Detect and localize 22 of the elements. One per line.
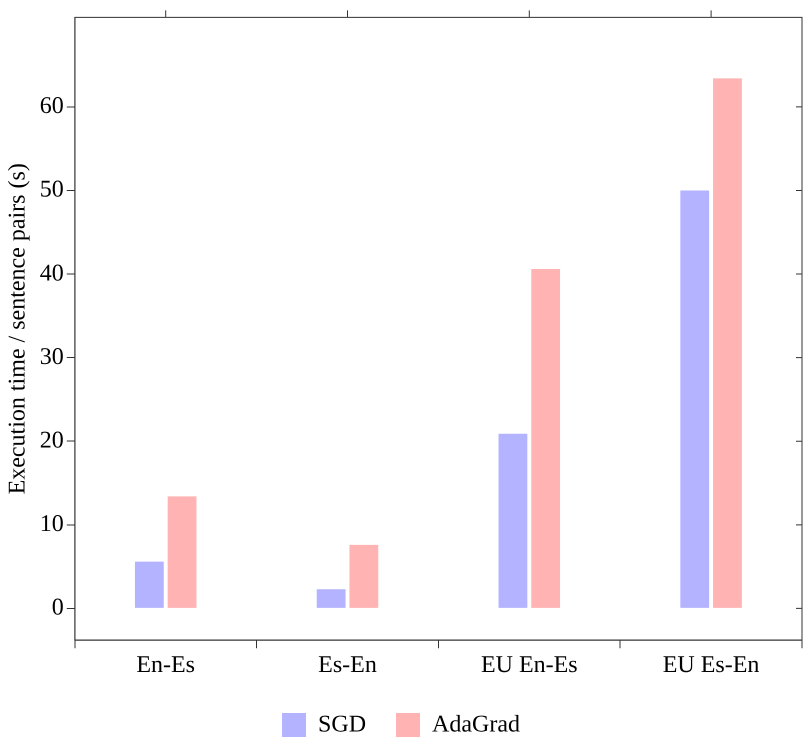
bar	[680, 190, 710, 608]
x-tick-label: En-Es	[136, 652, 196, 678]
legend-label: SGD	[318, 711, 366, 738]
legend-label: AdaGrad	[432, 711, 520, 738]
y-tick-label: 0	[52, 594, 64, 621]
bar	[498, 434, 528, 608]
y-tick-label: 20	[40, 428, 64, 454]
y-tick-label: 30	[40, 344, 64, 370]
x-tick-label: Es-En	[318, 652, 377, 678]
bar	[134, 562, 164, 608]
bar	[168, 496, 196, 608]
y-tick-label: 50	[40, 176, 64, 203]
bar	[713, 78, 742, 608]
y-axis-title: Execution time / sentence pairs (s)	[4, 163, 31, 494]
bar	[316, 589, 346, 608]
x-tick-label: EU En-Es	[480, 652, 578, 678]
x-tick-label: EU Es-En	[662, 652, 760, 678]
y-tick-label: 40	[40, 260, 64, 286]
bar	[349, 544, 378, 608]
y-tick-label: 10	[40, 511, 64, 538]
bar	[531, 269, 560, 608]
y-tick-label: 60	[40, 93, 64, 120]
